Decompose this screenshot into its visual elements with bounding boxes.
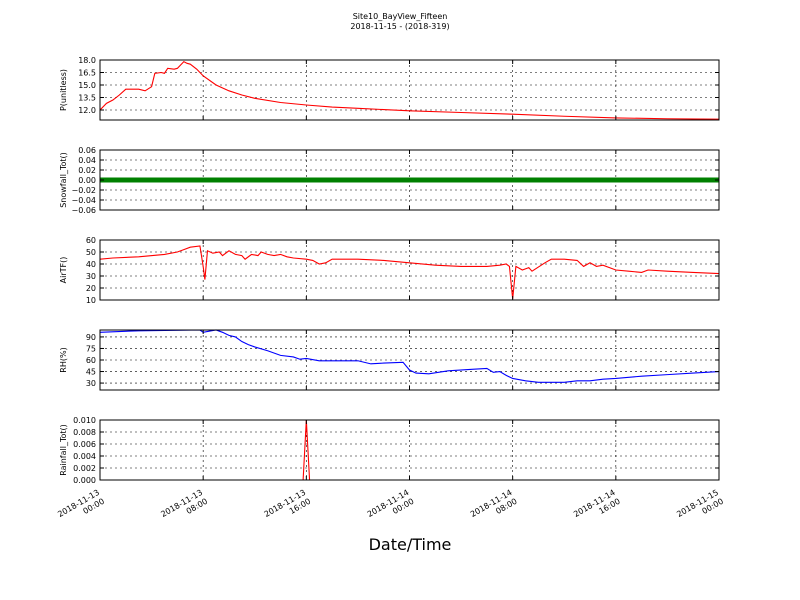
y-axis-label: P(unitless) <box>59 69 68 111</box>
y-tick-label: 60 <box>86 236 96 245</box>
x-tick-label: 2018-11-1500:00 <box>675 488 725 528</box>
y-tick-label: 18.0 <box>78 56 96 65</box>
x-tick-label: 2018-11-1308:00 <box>159 488 209 528</box>
y-tick-label: 0.008 <box>73 428 96 437</box>
y-tick-label: 13.5 <box>78 94 96 103</box>
panel-4: 0.010 0.008 0.006 0.004 0.002 0.000 Rainfall_T… <box>59 416 720 485</box>
x-tick-label: 2018-11-1400:00 <box>366 488 416 528</box>
x-tick-label: 2018-11-1316:00 <box>263 488 313 528</box>
chart-title: Site10_BayView_Fifteen <box>353 12 448 21</box>
y-tick-label: −0.06 <box>71 206 96 215</box>
y-tick-label: 0.02 <box>78 166 96 175</box>
panel-0: 18.0 16.5 15.0 13.5 12.0 P(unitless) <box>59 56 720 121</box>
x-tick-label: 2018-11-1300:00 <box>56 488 106 528</box>
y-axis-label: Snowfall_Tot() <box>59 152 68 208</box>
y-tick-label: 16.5 <box>78 69 96 78</box>
y-tick-label: 0.06 <box>78 146 96 155</box>
x-tick-label: 2018-11-1408:00 <box>469 488 519 528</box>
series-line-0 <box>99 60 720 120</box>
y-tick-label: 20 <box>86 284 96 293</box>
y-tick-label: 15.0 <box>78 81 96 90</box>
y-axis-label: Rainfall_Tot() <box>59 424 68 476</box>
y-tick-label: 90 <box>86 333 96 342</box>
y-tick-label: 45 <box>86 368 96 377</box>
y-tick-label: 0.000 <box>73 476 96 485</box>
y-tick-label: 0.00 <box>78 176 96 185</box>
y-tick-label: 50 <box>86 248 96 257</box>
y-tick-label: 10 <box>86 296 96 305</box>
y-tick-label: 40 <box>86 260 96 269</box>
series-line-0 <box>99 245 720 299</box>
y-tick-label: 0.006 <box>73 440 96 449</box>
y-tick-label: 30 <box>86 379 96 388</box>
y-tick-label: 75 <box>86 344 96 353</box>
x-axis-label: Date/Time <box>369 535 452 554</box>
y-tick-label: 30 <box>86 272 96 281</box>
panel-2: 60 50 40 30 20 10 AirTF() <box>59 236 720 305</box>
y-tick-label: −0.04 <box>71 196 96 205</box>
series-line-0 <box>99 329 720 383</box>
y-tick-label: −0.02 <box>71 186 96 195</box>
panels-group: 18.016.515.013.512.0P(unitless)0.060.040… <box>56 56 725 528</box>
x-tick-label: 2018-11-1416:00 <box>572 488 622 528</box>
panel-3: 90 75 60 45 30 RH(%) <box>59 329 720 391</box>
y-tick-label: 0.004 <box>73 452 96 461</box>
y-axis-label: RH(%) <box>59 347 68 372</box>
y-tick-label: 0.010 <box>73 416 96 425</box>
panel-1: 0.060.040.020.00−0.02−0.04−0.06Snowfall_… <box>59 146 720 215</box>
y-tick-label: 0.002 <box>73 464 96 473</box>
y-tick-label: 0.04 <box>78 156 96 165</box>
y-tick-label: 60 <box>86 356 96 365</box>
y-tick-label: 12.0 <box>78 106 96 115</box>
chart-subtitle: 2018-11-15 - (2018-319) <box>350 22 449 31</box>
y-axis-label: AirTF() <box>59 257 68 284</box>
